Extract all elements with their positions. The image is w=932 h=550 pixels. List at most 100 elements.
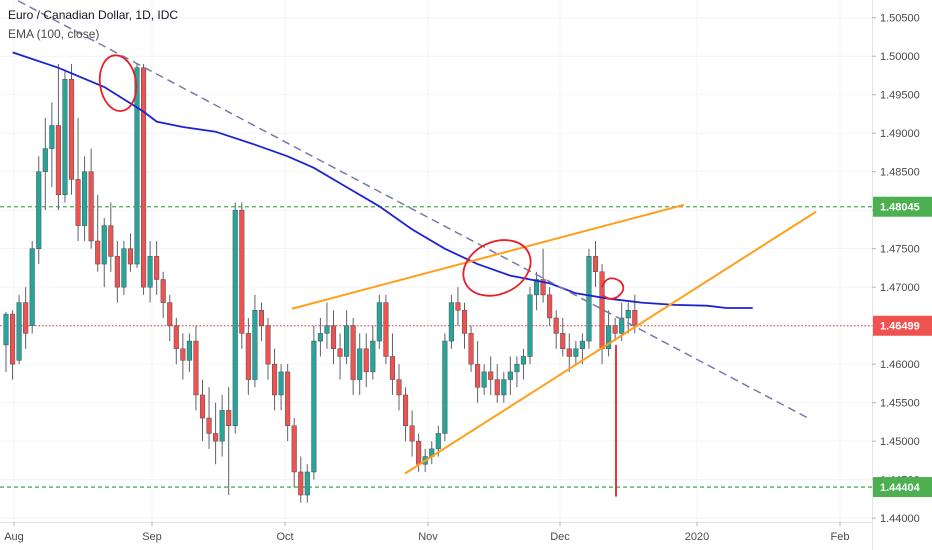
candle-body xyxy=(337,348,343,357)
candle-body xyxy=(606,325,612,350)
indicator-label[interactable]: EMA (100, close) xyxy=(8,27,100,41)
price-tag xyxy=(873,196,932,217)
candle-body xyxy=(625,310,631,319)
candle-body xyxy=(213,433,219,442)
highlight-circle xyxy=(462,239,532,297)
candle-body xyxy=(324,325,330,334)
candle-body xyxy=(219,410,225,442)
candle-body xyxy=(403,394,409,427)
candle-body xyxy=(488,371,494,380)
candle-body xyxy=(527,294,533,357)
y-tick-label: 1.45000 xyxy=(880,436,920,448)
drawings xyxy=(12,0,817,497)
candle-body xyxy=(481,371,487,388)
candle-body xyxy=(265,325,271,365)
highlight-circle xyxy=(601,277,625,300)
candle-body xyxy=(199,394,206,419)
candle-body xyxy=(376,302,382,342)
candle-body xyxy=(507,371,513,380)
candle-body xyxy=(55,125,61,196)
price-axis[interactable]: 1.440001.445001.450001.455001.460001.465… xyxy=(872,0,932,550)
y-tick-label: 1.48500 xyxy=(880,167,920,179)
candle-body xyxy=(317,333,323,342)
price-tag-label: 1.48045 xyxy=(880,202,920,214)
candle-body xyxy=(455,302,461,311)
candle-body xyxy=(173,325,179,350)
candle-body xyxy=(239,209,245,334)
price-tag xyxy=(873,477,932,498)
candle-body xyxy=(226,410,232,427)
candle-body xyxy=(350,325,356,380)
candle-body xyxy=(186,340,192,361)
candle-body xyxy=(285,371,291,427)
candle-body xyxy=(232,209,238,427)
candle-body xyxy=(272,363,278,396)
y-tick-label: 1.44000 xyxy=(880,513,920,525)
price-tag-label: 1.46499 xyxy=(880,321,920,333)
candle-body xyxy=(108,225,114,257)
candle-body xyxy=(442,340,448,434)
candle-body xyxy=(520,356,527,365)
y-tick-label: 1.50000 xyxy=(880,51,920,63)
downtrend-line xyxy=(17,0,809,419)
time-axis[interactable]: Aug Sep Oct Nov Dec 2020 Feb xyxy=(0,522,872,543)
candle-body xyxy=(167,302,173,326)
candle-body xyxy=(10,313,16,365)
candle-body xyxy=(49,125,55,149)
symbol-title[interactable]: Euro / Canadian Dollar, 1D, IDC xyxy=(8,8,179,22)
candle-body xyxy=(389,356,395,380)
candle-body xyxy=(193,340,199,396)
candle-body xyxy=(75,179,81,226)
candle-body xyxy=(127,248,133,265)
candle-body xyxy=(514,363,520,373)
x-tick-label: Feb xyxy=(831,531,850,543)
candles xyxy=(3,63,638,503)
wedge-upper-line xyxy=(291,203,685,310)
candle-body xyxy=(298,471,304,496)
candle-body xyxy=(42,148,48,172)
candle-body xyxy=(154,256,160,280)
candle-body xyxy=(36,171,42,249)
y-tick-label: 1.49500 xyxy=(880,90,920,102)
candle-body xyxy=(416,440,422,465)
x-tick-label: 2020 xyxy=(685,531,709,543)
candle-body xyxy=(475,363,481,388)
highlight-circle xyxy=(98,54,138,112)
candle-body xyxy=(579,340,585,350)
candle-body xyxy=(62,79,68,196)
price-axis-bg xyxy=(872,0,932,550)
candle-body xyxy=(16,302,22,361)
ema-line xyxy=(12,51,753,309)
candle-body xyxy=(278,371,284,396)
candle-body xyxy=(258,310,264,326)
candle-body xyxy=(409,425,415,442)
candle-body xyxy=(23,302,29,334)
x-tick-label: Oct xyxy=(276,531,293,543)
candle-body xyxy=(160,279,166,303)
candle-body xyxy=(304,471,310,496)
candle-body xyxy=(566,348,572,357)
candle-body xyxy=(245,333,251,380)
candle-body xyxy=(121,248,127,288)
candle-body xyxy=(461,310,468,334)
candle-body xyxy=(95,240,101,265)
candle-body xyxy=(101,225,107,265)
candle-body xyxy=(435,433,441,450)
candle-body xyxy=(330,325,337,350)
candle-body xyxy=(344,325,350,357)
chart-legend: Euro / Canadian Dollar, 1D, IDC EMA (100… xyxy=(8,6,178,44)
candle-body xyxy=(357,348,363,380)
candle-body xyxy=(632,310,638,326)
candle-body xyxy=(612,325,618,334)
x-tick-label: Dec xyxy=(550,531,570,543)
candle-body xyxy=(291,425,297,473)
candle-body xyxy=(560,333,566,350)
candle-body xyxy=(619,317,625,334)
y-tick-label: 1.47000 xyxy=(880,282,920,294)
y-tick-label: 1.47500 xyxy=(880,244,920,256)
candle-body xyxy=(180,348,186,361)
candle-body xyxy=(494,379,500,396)
candle-body xyxy=(82,171,88,226)
y-tick-label: 1.49000 xyxy=(880,128,920,140)
